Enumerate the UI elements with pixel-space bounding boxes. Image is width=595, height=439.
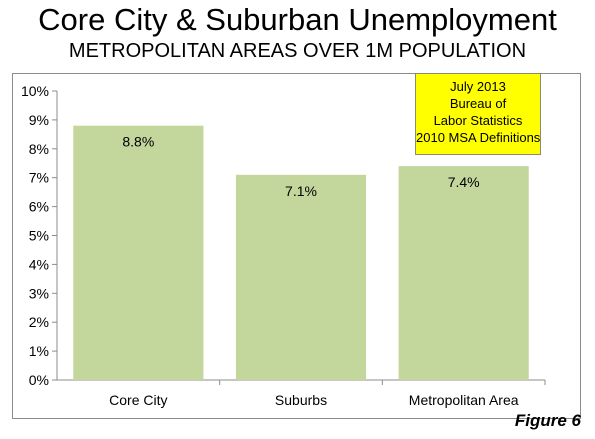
x-tick-label: Metropolitan Area [409, 392, 519, 408]
data-label: 8.8% [122, 134, 154, 150]
y-tick-label: 4% [29, 256, 49, 272]
data-label: 7.1% [285, 183, 317, 199]
figure-label: Figure 6 [514, 411, 581, 430]
x-tick-label: Core City [109, 392, 167, 408]
y-tick-label: 6% [29, 199, 49, 215]
annotation-line: 2010 MSA Definitions [416, 130, 541, 145]
bar [73, 125, 204, 381]
chart-subtitle: METROPOLITAN AREAS OVER 1M POPULATION [68, 40, 527, 62]
chart-title: Core City & Suburban Unemployment [38, 2, 557, 37]
y-tick-label: 10% [21, 83, 49, 99]
x-tick-label: Suburbs [275, 392, 327, 408]
y-tick-label: 8% [29, 141, 49, 157]
annotation-line: Bureau of [449, 96, 507, 111]
y-tick-label: 2% [29, 314, 49, 330]
y-tick-label: 5% [29, 228, 49, 244]
y-tick-label: 7% [29, 170, 49, 186]
data-label: 7.4% [448, 174, 480, 190]
annotation-line: Labor Statistics [433, 113, 523, 128]
annotation-box: July 2013 Bureau of Labor Statistics 201… [415, 73, 541, 155]
bar [235, 174, 367, 380]
y-tick-label: 3% [29, 285, 49, 301]
y-tick-label: 9% [29, 112, 49, 128]
y-tick-label: 0% [29, 372, 49, 388]
bar [398, 166, 529, 380]
annotation-line: July 2013 [450, 79, 506, 94]
y-tick-label: 1% [29, 343, 49, 359]
